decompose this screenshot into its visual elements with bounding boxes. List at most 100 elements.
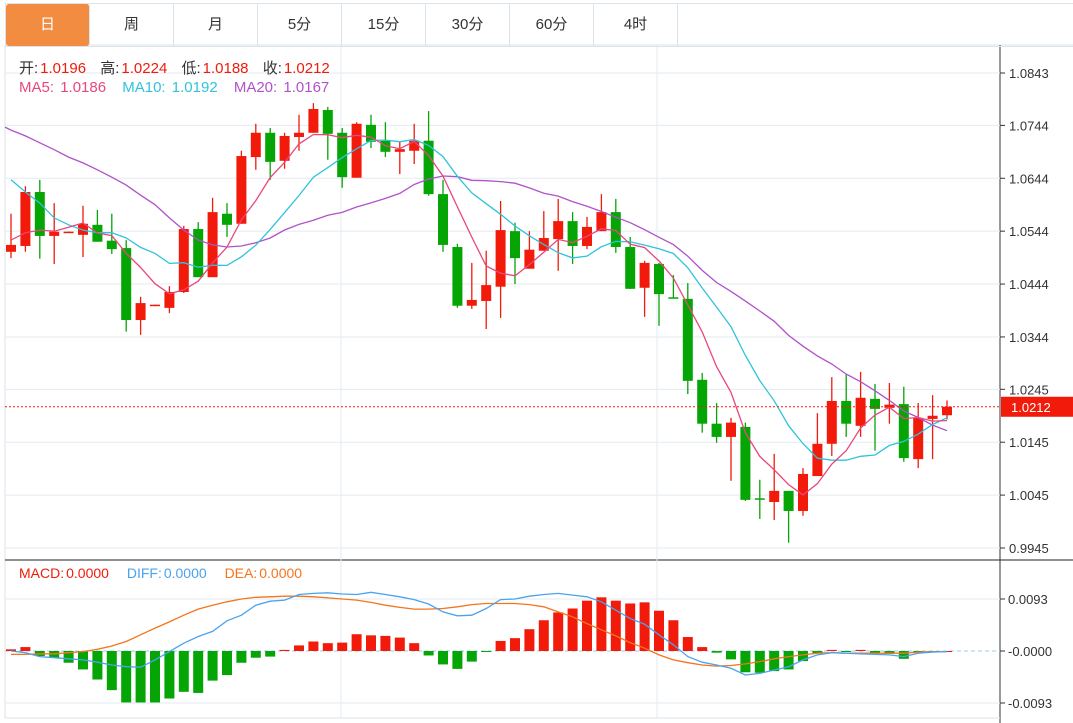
candle: [78, 205, 88, 258]
candle-body: [625, 247, 636, 289]
tab-week[interactable]: 周: [90, 4, 174, 46]
candle: [898, 386, 909, 462]
ma5-value: 1.0186: [60, 79, 107, 96]
macd-histogram-bar: [740, 651, 751, 673]
candle: [265, 128, 276, 180]
candle: [294, 114, 304, 151]
macd-histogram-bar: [222, 651, 232, 676]
candle-body: [798, 473, 808, 511]
macd-histogram-bar: [668, 620, 679, 651]
diff-label: DIFF:: [126, 565, 162, 581]
candle: [639, 260, 650, 317]
tab-15min[interactable]: 15分: [342, 4, 426, 46]
candle: [855, 371, 866, 437]
candle-body: [20, 192, 31, 246]
macd-histogram-bar: [236, 651, 247, 663]
macd-histogram-bar: [351, 634, 362, 651]
tab-30min[interactable]: 30分: [426, 4, 510, 46]
candle-body: [726, 422, 736, 437]
macd-histogram-bar: [279, 649, 290, 651]
candle-body: [754, 498, 765, 500]
tab-60min[interactable]: 60分: [510, 4, 594, 46]
price-tick-label: 1.0045: [1009, 488, 1049, 503]
candle-body: [106, 240, 117, 250]
candle: [438, 179, 448, 252]
candle-body: [34, 192, 45, 236]
candle: [495, 201, 506, 318]
macd-histogram-bar: [207, 651, 218, 681]
candle-body: [178, 229, 189, 292]
macd-histogram-bar: [654, 610, 664, 651]
price-axis: 1.0843 1.0744 1.0644 1.0544 1.0444 1.0344 1.02…: [1000, 66, 1049, 556]
candle: [121, 240, 132, 332]
candle: [927, 395, 938, 460]
macd-histogram-bar: [308, 641, 319, 651]
macd-histogram-bar: [524, 629, 535, 651]
dea-value: 0.0000: [259, 565, 303, 581]
diff-line: [10, 591, 948, 676]
macd-histogram-bar: [265, 651, 276, 657]
macd-histogram-bar: [855, 649, 866, 651]
macd-histogram-bar: [380, 635, 391, 651]
tab-5min[interactable]: 5分: [258, 4, 342, 46]
candle-body: [265, 132, 276, 162]
candle: [236, 150, 247, 224]
dea-label: DEA:: [224, 565, 258, 581]
tab-4hour[interactable]: 4时: [594, 4, 678, 46]
candle: [351, 122, 362, 178]
macd-histogram-bar: [495, 640, 506, 651]
tab-month[interactable]: 月: [174, 4, 258, 46]
tab-day[interactable]: 日: [6, 4, 90, 46]
macd-histogram-bar: [366, 635, 376, 651]
candle: [841, 373, 852, 437]
macd-histogram-bar: [812, 651, 823, 654]
macd-histogram-bar: [481, 651, 492, 652]
macd-histogram-bar: [466, 651, 477, 662]
candle-body: [366, 124, 376, 142]
macd-histogram-bar: [596, 597, 607, 651]
macd-histogram-bar: [63, 651, 74, 663]
current-price-marker: 1.0212: [5, 396, 1073, 417]
macd-histogram-bar: [394, 637, 405, 651]
macd-histogram-bar: [884, 651, 895, 654]
candle: [409, 123, 420, 164]
macd-histogram-bar: [567, 608, 578, 651]
macd-histogram-bar: [135, 651, 146, 703]
current-price-label: 1.0212: [1011, 400, 1051, 415]
macd-tick-label: 0.0093: [1008, 592, 1048, 607]
macd-histogram-bar: [553, 612, 564, 651]
candle: [322, 106, 333, 160]
candlestick-series: [6, 103, 952, 543]
ma5-line: [10, 133, 948, 496]
candle-body: [394, 149, 405, 152]
candle-body: [322, 110, 333, 134]
candle: [452, 243, 463, 308]
current-price-box: [1001, 396, 1073, 417]
diff-value: 0.0000: [163, 565, 207, 581]
candle: [481, 250, 492, 330]
candle-body: [452, 247, 463, 306]
candle-body: [855, 397, 866, 426]
price-tick-label: 1.0544: [1009, 224, 1049, 239]
candle: [582, 216, 592, 250]
open-label: 开:: [19, 60, 39, 77]
dea-line: [11, 595, 947, 667]
high-value: 1.0224: [121, 60, 168, 77]
candle-body: [942, 406, 952, 416]
candle: [34, 179, 45, 259]
candle: [826, 377, 837, 456]
candle-body: [49, 231, 60, 236]
candle-body: [610, 212, 621, 248]
candle: [423, 111, 434, 196]
candle: [466, 262, 477, 309]
macd-histogram-bar: [150, 651, 160, 703]
macd-histogram-bar: [726, 651, 736, 660]
candle-body: [193, 229, 204, 278]
ma20-line: [10, 129, 948, 432]
price-tick-label: 0.9945: [1009, 541, 1049, 556]
price-tick-label: 1.0744: [1009, 118, 1049, 133]
candle-body: [495, 230, 506, 287]
candle-body: [884, 404, 895, 408]
candle-body: [351, 123, 362, 178]
